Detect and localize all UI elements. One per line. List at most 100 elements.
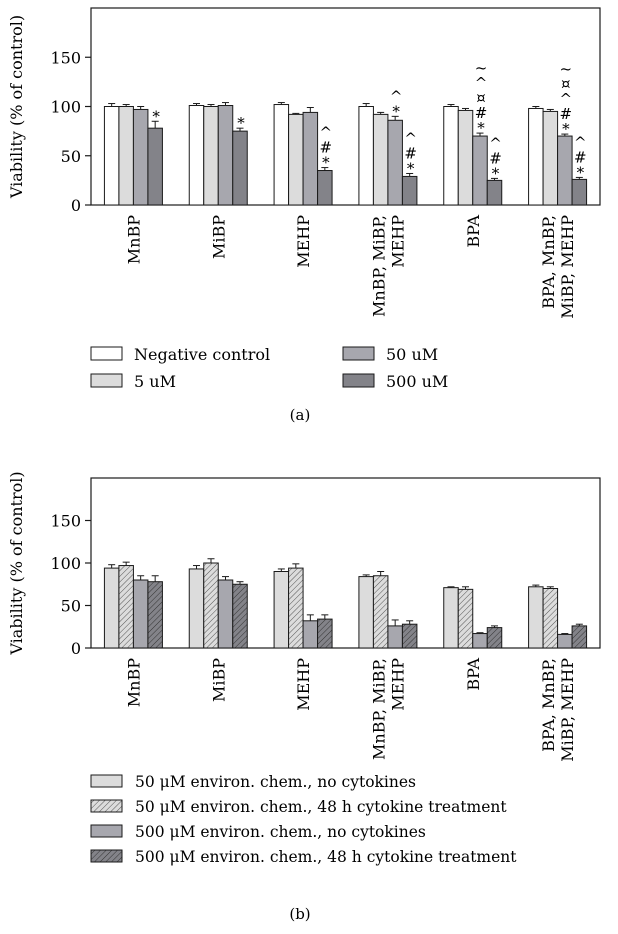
bar xyxy=(132,579,149,649)
bar xyxy=(528,107,544,206)
significance-marker: ^ xyxy=(404,129,417,147)
significance-marker: # xyxy=(320,139,333,157)
bar xyxy=(557,135,573,206)
category-label: BPA, MnBP, xyxy=(539,658,558,752)
bar xyxy=(147,127,163,206)
significance-marker: ^ xyxy=(560,90,573,108)
significance-marker: * xyxy=(477,119,485,137)
bar xyxy=(118,106,134,206)
panel-a-plot: 0 50 100 150 Viability (% of control) MnBP MiB… xyxy=(7,7,601,391)
y-axis-label: Viability (% of control) xyxy=(7,471,26,655)
legend-label: 50 μM environ. chem., 48 h cytokine trea… xyxy=(135,798,507,816)
bar xyxy=(486,179,503,206)
bar xyxy=(273,104,290,206)
bar xyxy=(147,581,163,649)
bar xyxy=(486,627,503,649)
bar xyxy=(358,106,374,206)
significance-marker: # xyxy=(475,104,488,122)
bar xyxy=(443,106,459,206)
bar xyxy=(188,105,205,206)
legend-label: 50 uM xyxy=(386,345,438,364)
category-label: MiBP, MEHP xyxy=(558,215,577,319)
significance-marker: # xyxy=(489,149,502,167)
y-tick-label: 150 xyxy=(50,48,81,67)
legend-label: 500 μM environ. chem., 48 h cytokine tre… xyxy=(135,848,517,866)
bar xyxy=(273,571,290,649)
category-label: MnBP xyxy=(124,658,143,707)
legend: Negative control 50 uM 5 uM 500 uM xyxy=(90,345,448,391)
significance-marker: ^ xyxy=(574,133,587,151)
significance-marker: * xyxy=(392,102,400,120)
legend-label: 500 μM environ. chem., no cytokines xyxy=(135,823,426,841)
y-tick-label: 50 xyxy=(61,597,81,616)
bar xyxy=(372,575,389,649)
bar xyxy=(387,119,403,206)
bar xyxy=(401,623,418,649)
category-label: MEHP xyxy=(388,658,407,711)
panel-b-plot: 0 50 100 150 Viability (% of control) MnBP MiB… xyxy=(7,471,601,866)
panel-a: 0 50 100 150 Viability (% of control) MnBP MiB… xyxy=(7,7,601,424)
y-tick-label: 100 xyxy=(50,554,81,573)
significance-marker: # xyxy=(574,148,587,166)
bar xyxy=(118,565,134,649)
bar xyxy=(358,576,374,649)
legend: 50 μM environ. chem., no cytokines 50 μM … xyxy=(90,773,517,866)
y-axis-label: Viability (% of control) xyxy=(7,15,26,199)
category-label: BPA xyxy=(464,658,483,691)
bar xyxy=(288,113,304,206)
bar xyxy=(302,111,319,206)
legend-label: 5 uM xyxy=(134,372,176,391)
bar xyxy=(217,105,234,206)
plot-frame xyxy=(90,7,601,206)
legend-swatch xyxy=(342,373,375,388)
category-label: MnBP xyxy=(124,215,143,264)
bar xyxy=(203,562,219,649)
y-tick-label: 50 xyxy=(61,147,81,166)
significance-marker: ^ xyxy=(489,134,502,152)
significance-marker: * xyxy=(492,164,500,182)
legend-swatch xyxy=(90,824,123,838)
significance-marker: * xyxy=(577,163,585,181)
category-label: MEHP xyxy=(388,215,407,268)
bar xyxy=(557,633,573,649)
bar xyxy=(217,579,234,649)
significance-marker: * xyxy=(322,154,330,172)
significance-marker: * xyxy=(237,114,245,132)
bar xyxy=(401,175,418,206)
bar xyxy=(103,106,120,206)
bar xyxy=(443,587,459,649)
bar xyxy=(571,625,588,649)
bar xyxy=(103,567,120,649)
significance-marker: ^ xyxy=(475,74,488,92)
legend-swatch xyxy=(90,799,123,813)
bar xyxy=(188,568,205,649)
legend-swatch xyxy=(90,373,123,388)
significance-marker: ¤ xyxy=(561,75,571,93)
bar xyxy=(542,588,559,649)
bar xyxy=(132,108,149,206)
significance-marker: ^ xyxy=(320,124,333,142)
bar xyxy=(203,106,219,206)
category-label: BPA xyxy=(464,215,483,248)
bar xyxy=(542,110,559,206)
bar xyxy=(457,588,474,649)
significance-marker: ~ xyxy=(475,59,488,77)
bar xyxy=(232,583,248,649)
significance-marker: ¤ xyxy=(476,89,486,107)
legend-swatch xyxy=(342,346,375,361)
bar xyxy=(457,109,474,206)
category-label: MnBP, MiBP, xyxy=(369,658,388,760)
bar xyxy=(288,567,304,649)
category-label: MnBP, MiBP, xyxy=(369,215,388,317)
significance-marker: * xyxy=(152,107,160,125)
y-tick-label: 0 xyxy=(71,639,81,658)
significance-marker: ^ xyxy=(390,87,403,105)
legend-label: Negative control xyxy=(134,345,270,364)
legend-swatch xyxy=(90,774,123,788)
legend-swatch xyxy=(90,346,123,361)
significance-marker: # xyxy=(404,144,417,162)
y-tick-label: 0 xyxy=(71,196,81,215)
bar xyxy=(472,633,488,649)
bar xyxy=(571,178,588,206)
